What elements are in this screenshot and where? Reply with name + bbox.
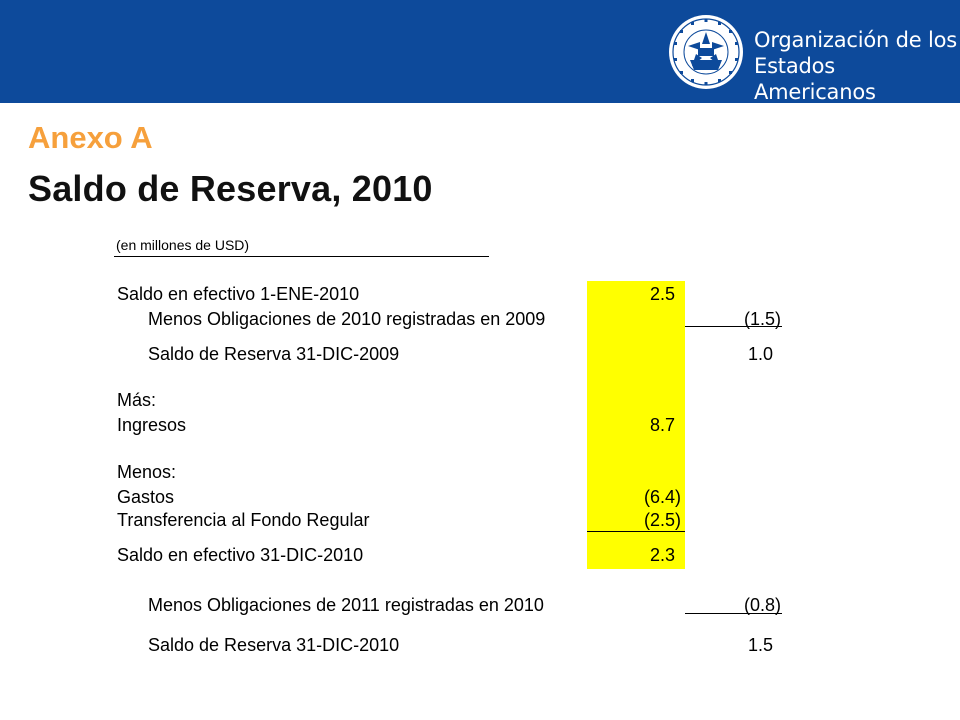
row-label-cash-jan: Saldo en efectivo 1-ENE-2010 — [117, 284, 360, 304]
row-value-expenses: (6.4) — [643, 487, 681, 507]
org-name-line2: Estados Americanos — [754, 54, 876, 104]
org-name-line1: Organización de los — [754, 28, 957, 52]
col2-underline-1 — [685, 326, 782, 327]
units-underline — [114, 256, 489, 257]
col2-underline-2 — [685, 613, 782, 614]
row-value-reserve-2010: 1.5 — [747, 635, 773, 655]
row-label-transfer: Transferencia al Fondo Regular — [117, 510, 370, 530]
row-value-income: 8.7 — [649, 415, 675, 435]
row-label-minus: Menos: — [117, 462, 177, 482]
row-label-reserve-2010: Saldo de Reserva 31-DIC-2010 — [148, 635, 400, 655]
row-value-cash-jan: 2.5 — [649, 284, 675, 304]
row-value-cash-dec: 2.3 — [649, 545, 675, 565]
oas-seal-icon — [669, 15, 743, 89]
row-value-transfer: (2.5) — [643, 510, 681, 530]
row-label-expenses: Gastos — [117, 487, 175, 507]
highlight-column — [587, 281, 685, 569]
annex-title: Anexo A — [28, 120, 153, 155]
row-label-obligations-2010: Menos Obligaciones de 2010 registradas e… — [148, 309, 546, 329]
row-label-obligations-2011: Menos Obligaciones de 2011 registradas e… — [148, 595, 544, 615]
col1-underline — [587, 531, 685, 532]
row-label-reserve-2009: Saldo de Reserva 31-DIC-2009 — [148, 344, 400, 364]
row-label-cash-dec: Saldo en efectivo 31-DIC-2010 — [117, 545, 364, 565]
units-label: (en millones de USD) — [116, 237, 250, 253]
page-title: Saldo de Reserva, 2010 — [28, 168, 433, 209]
row-value-obligations-2010: (1.5) — [743, 309, 781, 329]
row-label-income: Ingresos — [117, 415, 187, 435]
row-label-plus: Más: — [117, 390, 157, 410]
header-banner: Organización de los Estados Americanos — [0, 0, 960, 105]
organization-name: Organización de los Estados Americanos — [754, 27, 960, 105]
row-value-obligations-2011: (0.8) — [743, 595, 781, 615]
row-value-reserve-2009: 1.0 — [747, 344, 773, 364]
